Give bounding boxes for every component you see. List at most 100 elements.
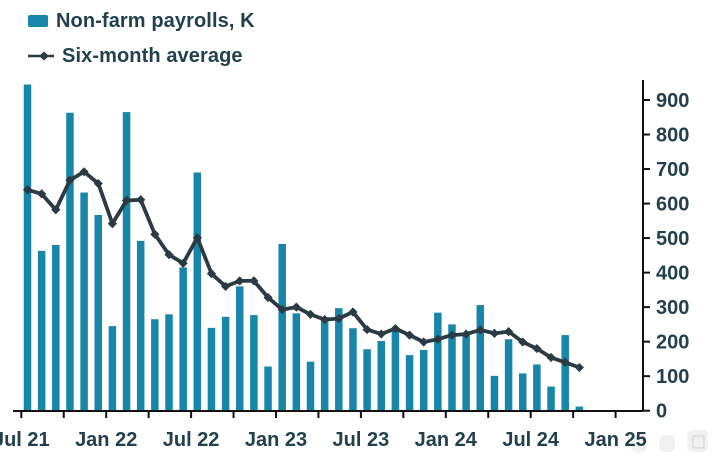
photo-icon: [687, 430, 708, 452]
line-point-marker: [37, 189, 47, 199]
x-tick-label: Jan 23: [245, 429, 307, 451]
legend: Non-farm payrolls, K Six-month average: [28, 8, 255, 69]
bar: [292, 313, 301, 411]
bar: [80, 192, 88, 411]
line-point-marker: [79, 167, 89, 177]
bar: [448, 324, 456, 411]
bar: [94, 214, 102, 411]
line-point-marker: [221, 281, 231, 292]
line-point-marker: [419, 337, 429, 347]
bar-swatch-icon: [28, 15, 48, 27]
bar: [462, 333, 470, 411]
bar: [108, 326, 117, 411]
line-point-marker: [489, 328, 500, 338]
bar: [236, 286, 244, 411]
y-tick-label: 300: [656, 297, 689, 319]
bar: [179, 267, 187, 411]
x-tick-label: Jan 24: [415, 429, 478, 451]
bar: [278, 243, 286, 411]
line-point-marker: [22, 185, 33, 195]
bar: [391, 328, 400, 411]
x-tick-label: Jan 22: [75, 429, 137, 451]
line-point-marker: [164, 250, 174, 260]
y-tick-label: 800: [656, 125, 689, 147]
photo-icon: [631, 435, 647, 452]
line-point-marker: [574, 362, 584, 373]
bar: [519, 373, 527, 411]
line-point-marker: [136, 195, 146, 205]
line-point-marker: [206, 269, 217, 279]
y-tick-label: 900: [656, 90, 689, 112]
bar: [320, 317, 329, 411]
bar: [363, 349, 371, 411]
legend-item-payrolls: Non-farm payrolls, K: [28, 8, 255, 34]
bar: [37, 250, 46, 411]
bar: [349, 328, 357, 411]
line-point-marker: [192, 233, 202, 243]
x-tick-label: Jul 21: [0, 429, 50, 451]
y-tick-label: 200: [656, 332, 689, 354]
bar: [434, 312, 442, 411]
line-point-marker: [235, 276, 245, 286]
bar: [377, 340, 385, 411]
line-point-marker: [334, 313, 344, 324]
line-point-marker: [475, 325, 485, 335]
bar: [207, 327, 216, 411]
x-tick-label: Jan 25: [584, 429, 646, 451]
bar: [136, 240, 145, 411]
bar: [561, 335, 569, 411]
bar: [533, 364, 541, 411]
line-point-marker: [263, 292, 273, 303]
line-point-marker: [433, 334, 443, 344]
y-tick-label: 500: [656, 228, 689, 250]
six-month-average-line: [25, 169, 582, 370]
bar: [23, 84, 32, 411]
line-point-marker: [291, 302, 301, 312]
line-point-marker: [376, 329, 386, 339]
x-tick-label: Jul 23: [333, 429, 390, 451]
legend-label-average: Six-month average: [62, 44, 243, 67]
line-point-marker: [362, 324, 372, 335]
photo-icon: [659, 435, 675, 452]
line-point-marker: [461, 329, 471, 339]
y-tick-label: 400: [656, 263, 689, 285]
bar: [490, 375, 499, 411]
bar: [122, 112, 131, 411]
bar: [575, 406, 584, 411]
line-point-marker: [305, 309, 316, 319]
bar: [165, 314, 173, 411]
bar: [504, 339, 513, 411]
line-point-marker: [348, 307, 358, 317]
line-point-marker: [150, 229, 160, 239]
line-point-marker: [532, 343, 542, 354]
watermark-row: [631, 430, 708, 452]
line-point-marker: [277, 304, 287, 315]
line-point-marker: [447, 330, 457, 340]
bar: [476, 305, 485, 411]
line-point-marker: [518, 337, 528, 347]
line-point-marker: [51, 205, 61, 215]
bar: [306, 361, 315, 411]
bar: [335, 308, 343, 411]
line-point-marker: [546, 352, 556, 363]
line-point-marker: [65, 175, 75, 185]
line-point-marker: [178, 258, 188, 268]
line-point-marker: [93, 178, 103, 189]
bar: [193, 172, 202, 411]
bar: [250, 315, 258, 411]
bar: [264, 366, 272, 411]
bar: [419, 349, 428, 411]
y-tick-label: 700: [656, 159, 689, 181]
y-tick-label: 0: [656, 401, 667, 423]
line-marker-icon: [28, 51, 54, 61]
bar: [151, 319, 159, 411]
line-point-marker: [107, 218, 117, 229]
legend-item-average: Six-month average: [28, 43, 255, 69]
line-point-marker: [404, 330, 415, 340]
legend-label-payrolls: Non-farm payrolls, K: [56, 9, 255, 32]
x-tick-label: Jul 24: [502, 429, 560, 451]
line-point-marker: [320, 314, 330, 325]
bar: [221, 316, 230, 411]
